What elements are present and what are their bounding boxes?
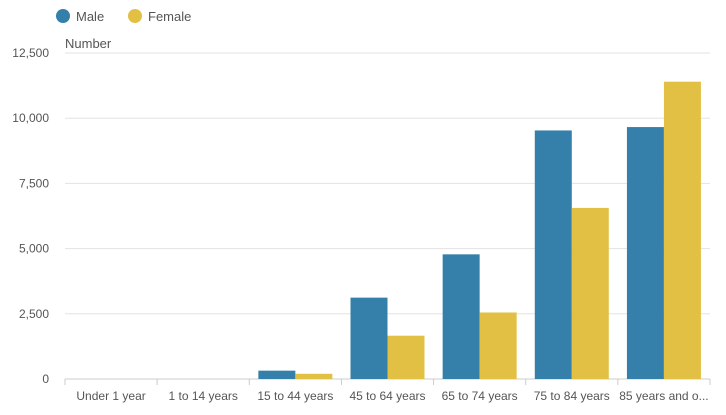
x-tick-label: 15 to 44 years (257, 389, 333, 403)
y-tick-label: 7,500 (19, 176, 49, 190)
x-tick-label: 85 years and o... (619, 389, 708, 403)
legend-item-female[interactable]: Female (128, 9, 191, 24)
x-tick-label: 75 to 84 years (534, 389, 610, 403)
x-tick-label: 45 to 64 years (349, 389, 425, 403)
x-tick-label: 1 to 14 years (169, 389, 238, 403)
y-tick-label: 2,500 (19, 307, 49, 321)
y-tick-label: 10,000 (12, 111, 49, 125)
x-tick-label: 65 to 74 years (442, 389, 518, 403)
bar-female-4[interactable] (479, 312, 517, 379)
y-tick-label: 0 (42, 372, 49, 386)
y-tick-label: 12,500 (12, 46, 49, 60)
bar-female-2[interactable] (295, 373, 333, 379)
x-axis: Under 1 year 1 to 14 years 15 to 44 years 4… (64, 379, 711, 403)
legend-label-female: Female (148, 9, 191, 24)
legend-label-male: Male (76, 9, 104, 24)
bar-female-5[interactable] (571, 207, 609, 379)
bar-female-3[interactable] (387, 335, 425, 379)
bar-male-4[interactable] (442, 254, 480, 379)
legend-item-male[interactable]: Male (56, 9, 104, 24)
bar-male-6[interactable] (626, 127, 664, 379)
bar-male-3[interactable] (350, 297, 388, 379)
bar-female-6[interactable] (663, 81, 701, 380)
legend-dot-female (128, 9, 142, 23)
legend: Male Female (56, 9, 191, 24)
y-tick-label: 5,000 (19, 242, 49, 256)
bars (258, 81, 701, 380)
x-tick-label: Under 1 year (76, 389, 145, 403)
legend-dot-male (56, 9, 70, 23)
bar-male-5[interactable] (534, 130, 572, 379)
bar-male-2[interactable] (258, 370, 296, 379)
y-axis: 0 2,500 5,000 7,500 10,000 12,500 (12, 46, 49, 386)
y-axis-title: Number (65, 36, 112, 51)
